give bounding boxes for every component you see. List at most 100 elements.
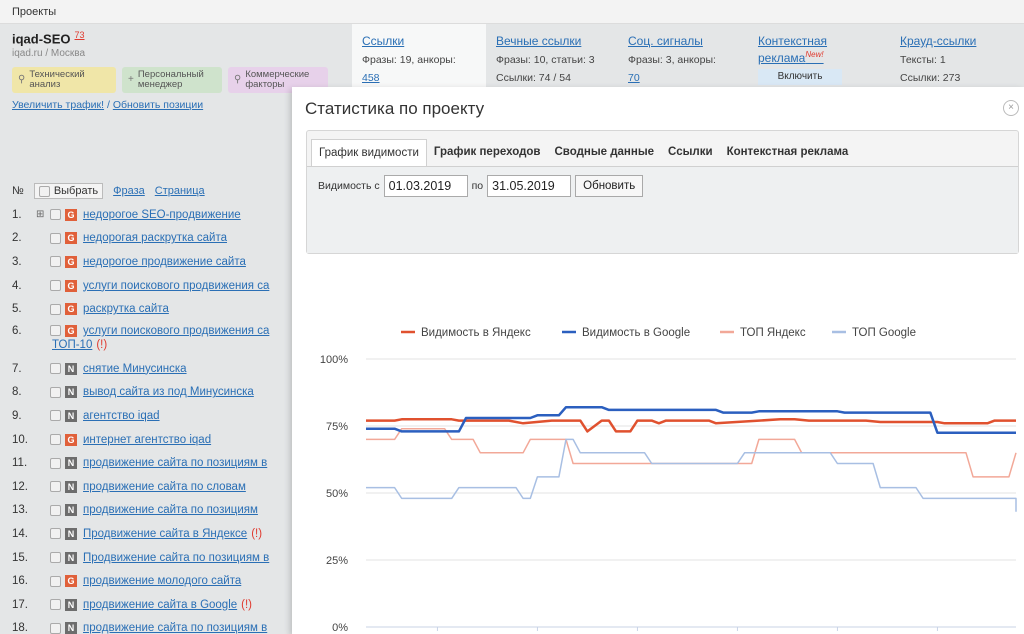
row-checkbox[interactable] (50, 434, 61, 446)
row-checkbox[interactable] (50, 410, 61, 422)
row-checkbox[interactable] (50, 481, 61, 493)
phrase-link[interactable]: вывод сайта из под Минусинска (83, 386, 254, 399)
phrase-link[interactable]: Продвижение сайта в Яндексе (83, 527, 248, 540)
crowd-links-column: Крауд-ссылки Тексты: 1 Ссылки: 273 (900, 34, 977, 84)
project-badge[interactable]: 73 (74, 30, 85, 40)
links-column: Ссылки Фразы: 19, анкоры: 458 (352, 24, 486, 94)
phrase-link[interactable]: Продвижение сайта по позициям в (83, 551, 270, 564)
phrase-link[interactable]: продвижение сайта по позициям в (83, 457, 268, 470)
refresh-button[interactable]: Обновить (575, 175, 644, 197)
tab-links[interactable]: Ссылки (668, 146, 713, 158)
date-from-input[interactable] (383, 175, 468, 197)
date-filter: Видимость с по Обновить (318, 175, 644, 197)
row-checkbox[interactable] (50, 457, 61, 469)
phrase-link-continued[interactable]: ТОП-10 (52, 338, 93, 351)
personal-manager-button[interactable]: + Персональный менеджер (122, 67, 222, 94)
row-checkbox[interactable] (50, 303, 61, 315)
phrase-link[interactable]: недорогая раскрутка сайта (83, 232, 227, 245)
phrase-link[interactable]: услуги поискового продвижения са (83, 279, 270, 292)
y-tick-label: 0% (332, 622, 348, 634)
search-engine-badge: N (65, 598, 77, 611)
row-number: 8. (12, 386, 22, 399)
context-ads-column: Контекстная рекламаNew! Включить (748, 24, 890, 94)
row-checkbox[interactable] (50, 280, 61, 292)
row-checkbox[interactable] (50, 504, 61, 516)
page-title: Проекты (12, 6, 57, 18)
warning-mark[interactable]: (!) (241, 598, 253, 611)
visibility-chart: 100%75%50%25%0%11.0325.0308.0422.0406.05… (306, 254, 1019, 634)
row-number: 6. (12, 324, 22, 337)
row-number: 11. (12, 457, 28, 470)
phrase-link[interactable]: услуги поискового продвижения са (83, 324, 270, 337)
phrase-link[interactable]: снятие Минусинска (83, 362, 187, 375)
phrase-link[interactable]: продвижение сайта по словам (83, 480, 246, 493)
tab-summary[interactable]: Сводные данные (554, 146, 655, 158)
legend-label: Видимость в Google (582, 327, 690, 339)
tab-content: Видимость с по Обновить (307, 166, 1018, 253)
y-tick-label: 75% (326, 421, 348, 433)
select-all-button[interactable]: Выбрать (33, 183, 104, 199)
phrase-link[interactable]: продвижение сайта в Google (83, 598, 238, 611)
row-number: 14. (12, 527, 28, 540)
phrase-link[interactable]: продвижение молодого сайта (83, 575, 242, 588)
search-engine-badge: N (65, 409, 77, 422)
row-checkbox[interactable] (50, 232, 61, 244)
close-icon[interactable]: × (1003, 100, 1019, 116)
row-checkbox[interactable] (50, 386, 61, 398)
search-engine-badge: G (65, 255, 77, 268)
update-positions-link[interactable]: Обновить позиции (112, 99, 204, 112)
phrase-link[interactable]: агентство iqad (83, 409, 160, 422)
date-to-input[interactable] (487, 175, 572, 197)
technical-analysis-button[interactable]: ⚲ Технический анализ (12, 67, 116, 94)
sort-page-link[interactable]: Страница (154, 185, 205, 197)
search-engine-badge: G (65, 303, 77, 316)
phrase-link[interactable]: продвижение сайта по позициям (83, 504, 258, 517)
row-number: 3. (12, 255, 22, 268)
increase-traffic-link[interactable]: Увеличить трафик! (12, 99, 105, 112)
new-badge: New! (805, 50, 824, 59)
row-checkbox[interactable] (50, 528, 61, 540)
row-checkbox[interactable] (50, 575, 61, 587)
warning-mark[interactable]: (!) (251, 527, 263, 540)
phrase-link[interactable]: недорогое продвижение сайта (83, 255, 246, 268)
row-checkbox[interactable] (50, 599, 61, 611)
sort-phrase-link[interactable]: Фраза (113, 185, 145, 197)
phrase-link[interactable]: интернет агентство iqad (83, 433, 212, 446)
phrase-link[interactable]: продвижение сайта по позициям в (83, 622, 268, 634)
row-checkbox[interactable] (50, 256, 61, 268)
row-checkbox[interactable] (50, 325, 61, 337)
tab-traffic-chart[interactable]: График переходов (433, 146, 541, 158)
enable-button[interactable]: Включить (758, 69, 842, 85)
row-number: 13. (12, 504, 28, 517)
row-checkbox[interactable] (50, 363, 61, 375)
search-icon: ⚲ (234, 74, 242, 86)
row-checkbox[interactable] (50, 209, 61, 221)
project-location: iqad.ru / Москва (12, 48, 86, 60)
project-stats-modal: Статистика по проекту × График видимости… (292, 87, 1024, 634)
search-engine-badge: N (65, 527, 77, 540)
phrase-link[interactable]: недорогое SEO-продвижение (83, 208, 241, 221)
list-item: 15. N Продвижение сайта по позициям в (0, 546, 300, 570)
checkbox[interactable] (38, 185, 50, 197)
search-icon: ⚲ (18, 74, 26, 86)
project-name[interactable]: iqad-SEO 73 (12, 30, 85, 47)
tab-context-ads[interactable]: Контекстная реклама (726, 146, 849, 158)
y-tick-label: 50% (326, 488, 348, 500)
search-engine-badge: N (65, 457, 77, 470)
links-title[interactable]: Ссылки (362, 34, 405, 48)
expand-icon[interactable]: ⊞ (36, 209, 45, 221)
warning-mark[interactable]: (!) (96, 338, 108, 351)
search-engine-badge: G (65, 232, 77, 245)
services-columns: Ссылки Фразы: 19, анкоры: 458 Вечные ссы… (352, 24, 1024, 94)
row-checkbox[interactable] (50, 552, 61, 564)
tab-visibility-chart[interactable]: График видимости (311, 139, 427, 166)
phrase-link[interactable]: раскрутка сайта (83, 303, 169, 316)
row-checkbox[interactable] (50, 622, 61, 634)
